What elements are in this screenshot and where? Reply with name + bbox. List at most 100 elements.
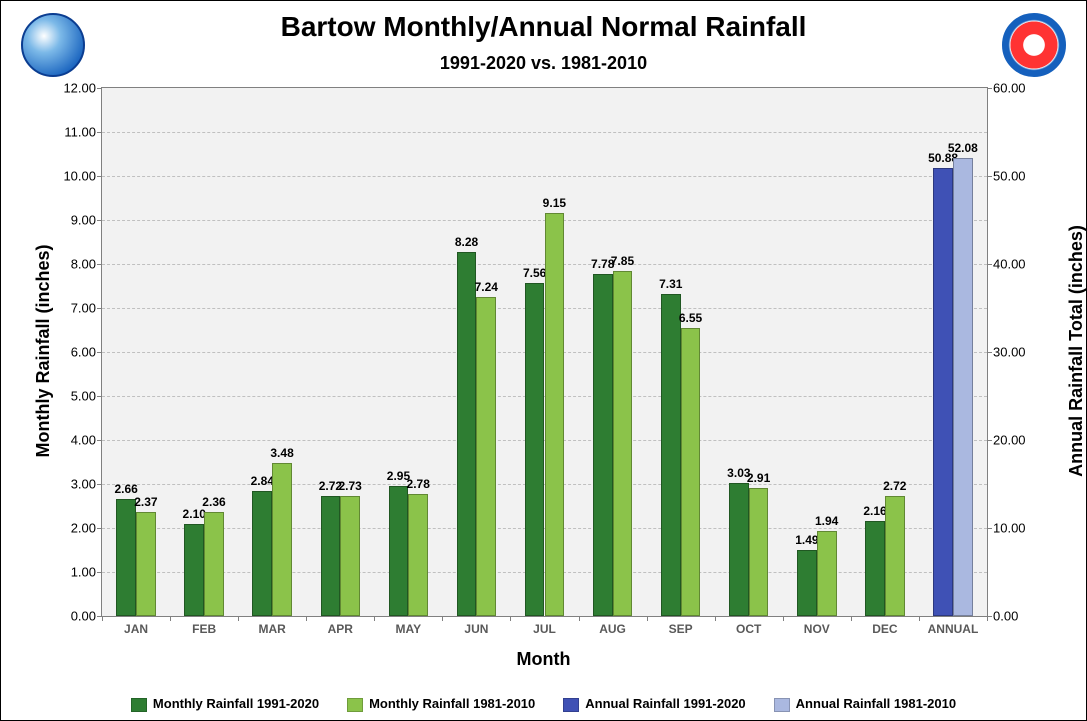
x-tick-mark	[715, 616, 716, 621]
bar	[797, 550, 817, 616]
y-right-tick-label: 40.00	[993, 257, 1026, 272]
x-tick-label: MAR	[259, 622, 286, 636]
x-tick-label: AUG	[599, 622, 626, 636]
x-tick-label: JAN	[124, 622, 148, 636]
bar-value-label: 2.16	[863, 504, 886, 518]
x-tick-label: SEP	[669, 622, 693, 636]
bar	[252, 491, 272, 616]
legend-swatch	[131, 698, 147, 712]
bar-value-label: 7.31	[659, 277, 682, 291]
bar	[116, 499, 136, 616]
y-right-tick-mark	[987, 528, 992, 529]
bar	[817, 531, 837, 616]
y-left-tick-label: 3.00	[71, 477, 96, 492]
bar	[953, 158, 973, 616]
y-left-tick-label: 4.00	[71, 433, 96, 448]
legend-label: Annual Rainfall 1991-2020	[585, 696, 745, 711]
bar-value-label: 2.84	[251, 474, 274, 488]
bar	[681, 328, 701, 616]
y-right-tick-mark	[987, 88, 992, 89]
y-left-tick-label: 0.00	[71, 609, 96, 624]
x-tick-mark	[919, 616, 920, 621]
bar-value-label: 1.49	[795, 533, 818, 547]
x-tick-mark	[238, 616, 239, 621]
x-tick-mark	[783, 616, 784, 621]
x-tick-label: NOV	[804, 622, 830, 636]
bar-value-label: 2.91	[747, 471, 770, 485]
legend: Monthly Rainfall 1991-2020 Monthly Rainfa…	[1, 696, 1086, 712]
legend-swatch	[347, 698, 363, 712]
bar-value-label: 2.36	[202, 495, 225, 509]
bar	[457, 252, 477, 616]
bar	[661, 294, 681, 616]
x-tick-mark	[579, 616, 580, 621]
y-left-tick-mark	[97, 484, 102, 485]
y-left-tick-label: 6.00	[71, 345, 96, 360]
x-tick-label: APR	[328, 622, 353, 636]
bar	[933, 168, 953, 616]
y-right-tick-label: 30.00	[993, 345, 1026, 360]
bar-value-label: 2.72	[883, 479, 906, 493]
y-axis-left-label: Monthly Rainfall (inches)	[33, 244, 54, 457]
chart-container: Bartow Monthly/Annual Normal Rainfall 19…	[0, 0, 1087, 721]
y-left-tick-label: 7.00	[71, 301, 96, 316]
y-right-tick-mark	[987, 352, 992, 353]
y-left-tick-mark	[97, 264, 102, 265]
bar-value-label: 2.78	[407, 477, 430, 491]
legend-label: Monthly Rainfall 1991-2020	[153, 696, 319, 711]
bar	[272, 463, 292, 616]
legend-label: Monthly Rainfall 1981-2010	[369, 696, 535, 711]
y-left-tick-mark	[97, 132, 102, 133]
bar	[204, 512, 224, 616]
y-left-tick-mark	[97, 572, 102, 573]
x-tick-mark	[987, 616, 988, 621]
bar	[321, 496, 341, 616]
y-left-tick-label: 9.00	[71, 213, 96, 228]
legend-item: Monthly Rainfall 1981-2010	[347, 696, 535, 712]
bar	[865, 521, 885, 616]
y-left-tick-mark	[97, 220, 102, 221]
y-left-tick-label: 8.00	[71, 257, 96, 272]
grid-line	[102, 132, 987, 133]
legend-label: Annual Rainfall 1981-2010	[796, 696, 956, 711]
y-right-tick-mark	[987, 176, 992, 177]
x-axis-label: Month	[1, 649, 1086, 670]
legend-swatch	[563, 698, 579, 712]
x-tick-mark	[510, 616, 511, 621]
legend-swatch	[774, 698, 790, 712]
y-right-tick-label: 20.00	[993, 433, 1026, 448]
bar-value-label: 52.08	[948, 141, 978, 155]
bar-value-label: 3.48	[270, 446, 293, 460]
y-right-tick-label: 0.00	[993, 609, 1018, 624]
x-tick-mark	[647, 616, 648, 621]
y-left-tick-mark	[97, 396, 102, 397]
bar	[885, 496, 905, 616]
y-left-tick-label: 5.00	[71, 389, 96, 404]
y-left-tick-label: 10.00	[63, 169, 96, 184]
bar	[389, 486, 409, 616]
grid-line	[102, 176, 987, 177]
y-left-tick-mark	[97, 176, 102, 177]
bar-value-label: 7.85	[611, 254, 634, 268]
bar-value-label: 7.24	[475, 280, 498, 294]
bar	[476, 297, 496, 616]
bar	[136, 512, 156, 616]
y-left-tick-mark	[97, 440, 102, 441]
y-left-tick-mark	[97, 308, 102, 309]
bar	[408, 494, 428, 616]
y-right-tick-label: 10.00	[993, 521, 1026, 536]
legend-item: Monthly Rainfall 1991-2020	[131, 696, 319, 712]
x-tick-label: ANNUAL	[928, 622, 979, 636]
chart-subtitle: 1991-2020 vs. 1981-2010	[1, 53, 1086, 74]
x-tick-label: DEC	[872, 622, 897, 636]
chart-title: Bartow Monthly/Annual Normal Rainfall	[1, 11, 1086, 43]
y-left-tick-label: 12.00	[63, 81, 96, 96]
plot-area: 0.001.002.003.004.005.006.007.008.009.00…	[101, 87, 988, 617]
x-tick-mark	[442, 616, 443, 621]
bar	[749, 488, 769, 616]
bar-value-label: 6.55	[679, 311, 702, 325]
y-axis-right-label: Annual Rainfall Total (inches)	[1066, 225, 1087, 477]
x-tick-label: JUN	[464, 622, 488, 636]
y-right-tick-label: 50.00	[993, 169, 1026, 184]
x-tick-mark	[374, 616, 375, 621]
